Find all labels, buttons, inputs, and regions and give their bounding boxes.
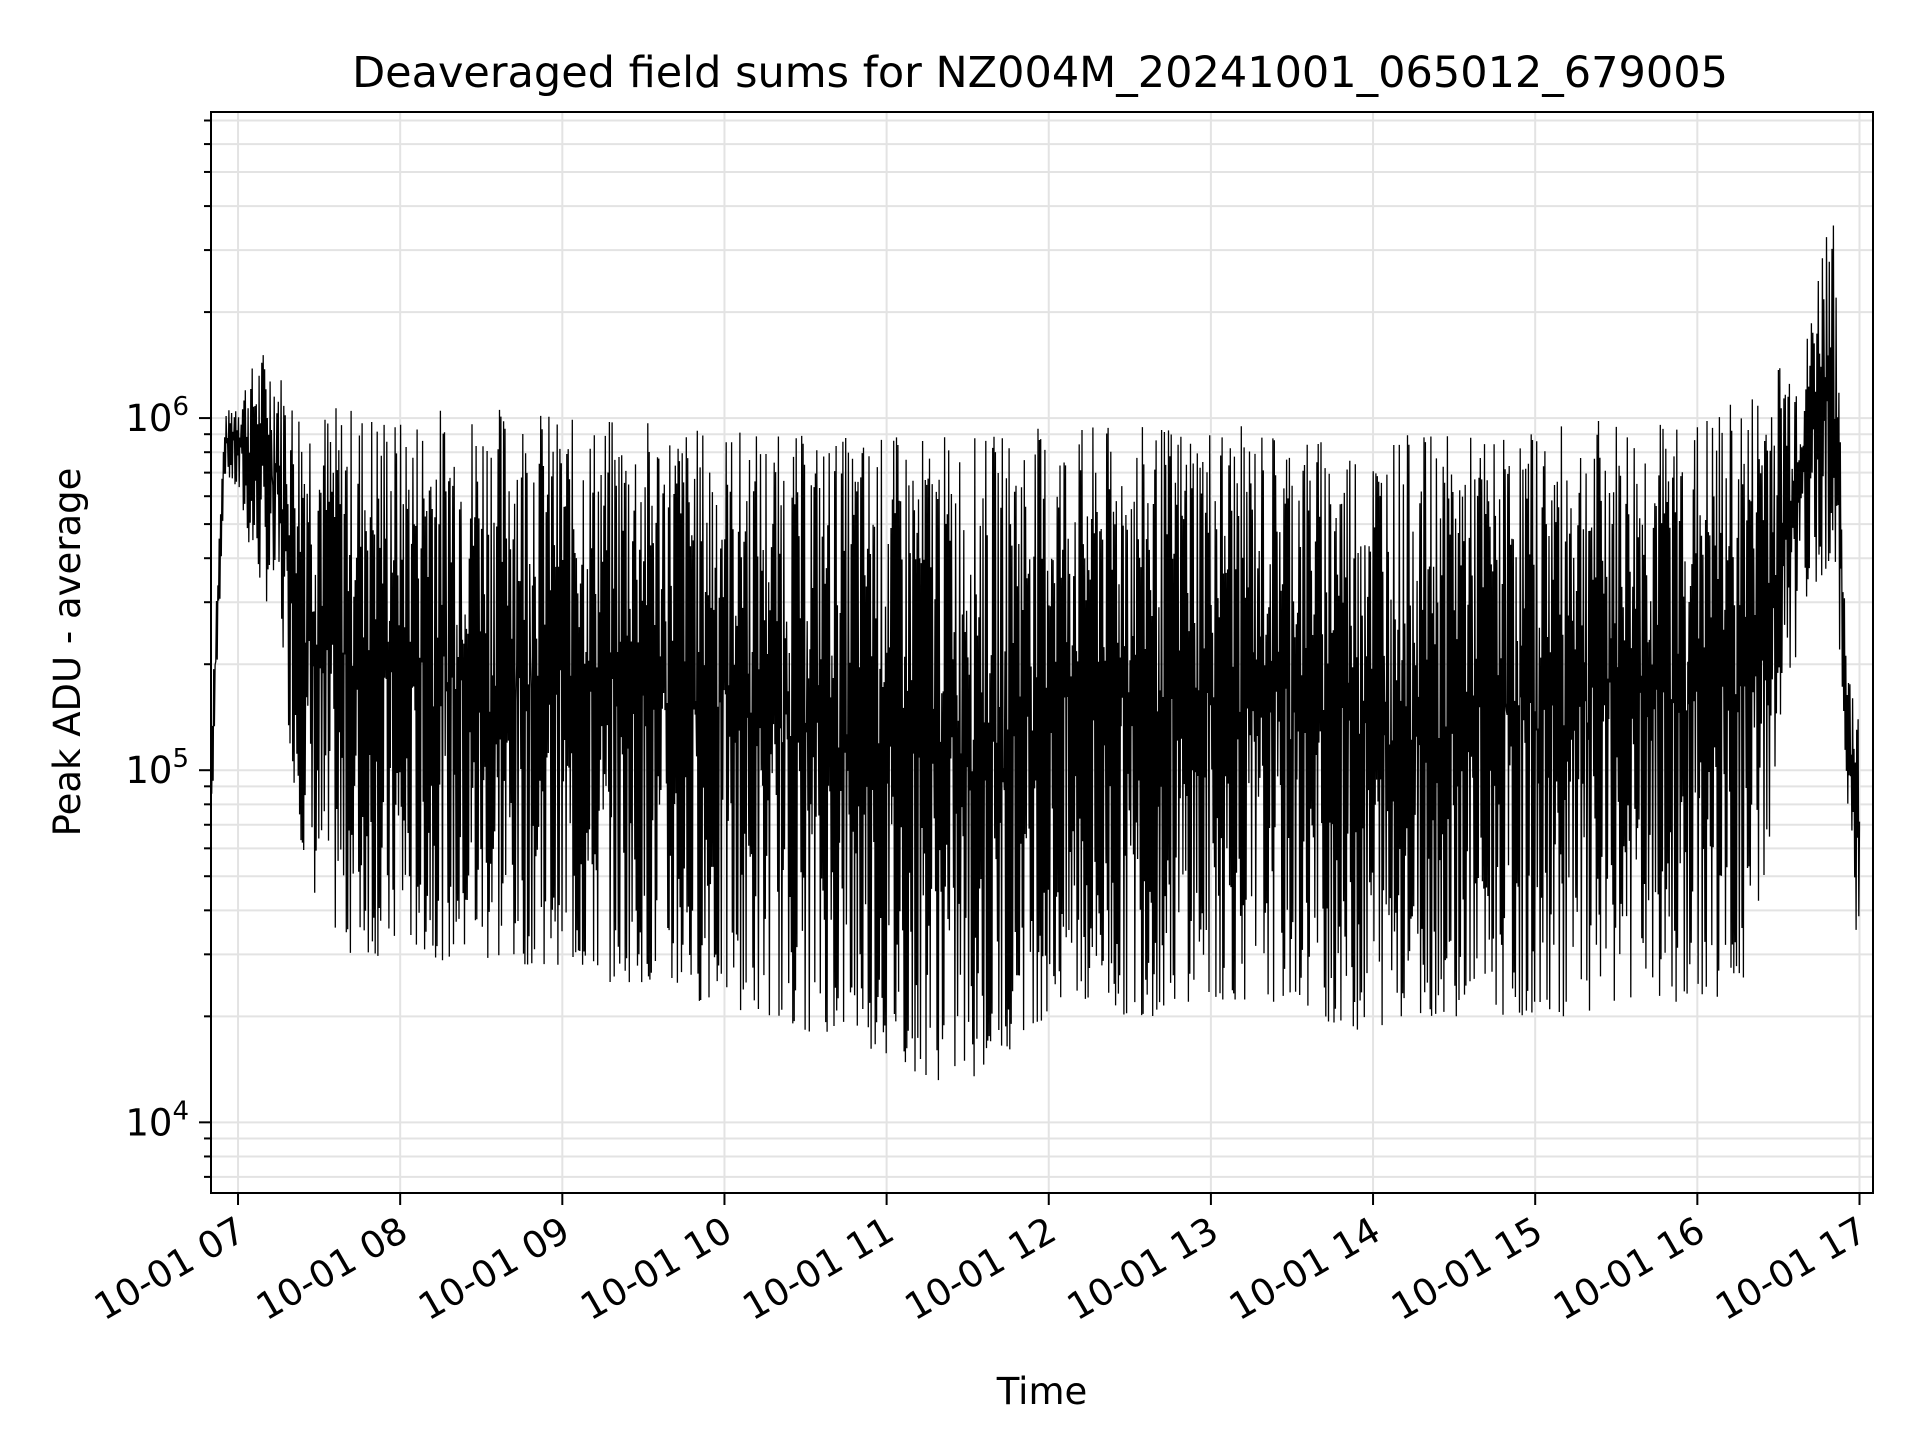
x-tick-label: 10-01 16 [1546,1209,1712,1329]
x-tick-label: 10-01 11 [736,1209,902,1329]
x-axis-label: Time [996,1370,1088,1413]
series-line-group [210,225,1861,1081]
plot-frame [210,111,1874,1194]
x-tick-label: 10-01 12 [898,1209,1064,1329]
x-tick-label: 10-01 10 [573,1209,739,1329]
x-tick-label: 10-01 17 [1708,1209,1874,1329]
chart-title: Deaveraged field sums for NZ004M_2024100… [352,48,1728,98]
y-tick-label: 105 [125,744,189,792]
y-axis-ticks: 104 105 106 [125,119,211,1178]
x-tick-label: 10-01 13 [1060,1209,1226,1329]
y-tick-label: 106 [125,392,189,440]
series-line [210,225,1861,1081]
x-tick-label: 10-01 07 [87,1209,253,1329]
x-tick-label: 10-01 09 [411,1209,577,1329]
x-tick-label: 10-01 15 [1384,1209,1550,1329]
y-tick-label: 104 [125,1096,189,1144]
x-tick-label: 10-01 08 [249,1209,415,1329]
y-axis-label: Peak ADU - average [46,468,89,837]
x-tick-label: 10-01 14 [1222,1209,1388,1329]
